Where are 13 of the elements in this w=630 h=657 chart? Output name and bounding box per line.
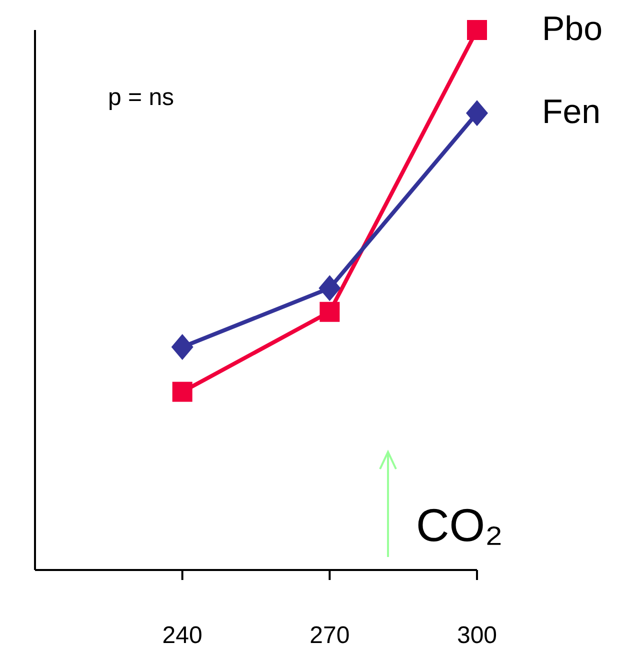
series-label: Pbo	[542, 10, 602, 48]
annotation: CO₂	[416, 498, 503, 552]
point	[467, 20, 487, 40]
series-label: Fen	[542, 93, 601, 132]
point	[172, 382, 192, 402]
x-tick-label: 300	[456, 622, 498, 650]
point	[466, 100, 488, 126]
x-tick-label: 270	[310, 622, 350, 650]
x-tick-label: 240	[162, 622, 202, 650]
point	[171, 334, 194, 360]
point	[320, 302, 340, 322]
annotation: p = ns	[108, 84, 174, 112]
point	[318, 275, 341, 302]
